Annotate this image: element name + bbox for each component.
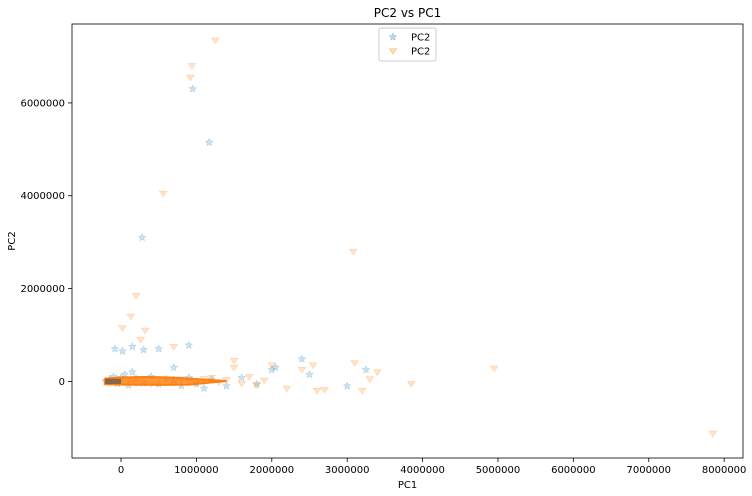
data-point (118, 346, 127, 356)
data-point (308, 362, 318, 370)
data-point (229, 364, 239, 372)
x-tick-label: 5000000 (476, 465, 521, 476)
data-point (342, 381, 352, 390)
data-point (237, 381, 247, 388)
x-tick-label: 0 (118, 465, 124, 476)
y-axis: 0 2000000 4000000 6000000 (20, 98, 72, 388)
data-point (158, 190, 168, 198)
dense-point-cluster (104, 376, 227, 386)
data-point (244, 374, 254, 381)
y-tick-label: 2000000 (20, 284, 65, 295)
data-point (188, 84, 198, 93)
data-point (120, 369, 130, 379)
data-point (406, 381, 416, 388)
x-tick-label: 3000000 (325, 465, 370, 476)
x-tick-label: 8000000 (702, 465, 747, 476)
plot-area (71, 23, 744, 459)
data-point (357, 388, 367, 395)
data-point (350, 360, 360, 367)
legend-marker (388, 32, 398, 41)
data-point (489, 365, 499, 373)
legend-box (378, 27, 437, 62)
data-point (204, 137, 214, 147)
data-point (118, 325, 127, 333)
data-marks (101, 37, 718, 438)
data-point (169, 362, 179, 372)
data-point (320, 387, 330, 394)
data-point (187, 63, 197, 70)
data-point (199, 383, 209, 393)
data-point (271, 362, 280, 372)
data-point (252, 382, 262, 390)
data-point (365, 376, 375, 384)
data-point (169, 343, 179, 351)
data-point (210, 37, 220, 45)
data-point (185, 74, 195, 82)
x-tick-label: 6000000 (551, 465, 596, 476)
x-axis-label: PC1 (398, 480, 417, 491)
data-point (229, 357, 239, 365)
data-point (348, 248, 358, 256)
legend-entry-label: PC2 (411, 33, 430, 44)
data-point (131, 292, 141, 300)
data-point (297, 367, 307, 374)
y-axis-label: PC2 (7, 231, 18, 250)
legend-marker (388, 48, 398, 56)
y-tick-label: 0 (59, 377, 65, 388)
data-point (207, 375, 216, 382)
dense-core-cluster (105, 378, 122, 384)
chart-title: PC2 vs PC1 (374, 6, 441, 20)
data-point (267, 365, 277, 374)
x-tick-label: 4000000 (400, 465, 445, 476)
data-point (252, 379, 262, 388)
data-point (361, 365, 371, 374)
data-point (184, 340, 194, 349)
data-point (154, 344, 164, 353)
data-point (136, 336, 146, 344)
data-point (267, 362, 277, 370)
y-tick-label: 6000000 (20, 98, 65, 109)
data-point (222, 381, 231, 390)
data-point (140, 327, 150, 335)
x-tick-label: 2000000 (250, 465, 295, 476)
x-tick-label: 1000000 (174, 465, 219, 476)
data-point (259, 377, 269, 385)
legend-entry-label: PC2 (411, 47, 430, 58)
data-point (372, 369, 382, 377)
data-point (708, 430, 718, 438)
data-point (305, 369, 314, 379)
x-axis: 0 1000000 2000000 3000000 4000000 5000000 6000… (118, 458, 747, 476)
data-point (127, 367, 137, 376)
data-point (139, 345, 149, 354)
data-point (110, 344, 120, 353)
data-point (297, 354, 307, 363)
y-tick-label: 4000000 (20, 191, 65, 202)
data-point (137, 232, 147, 242)
data-point (312, 388, 322, 395)
data-point (127, 341, 137, 351)
x-tick-label: 7000000 (626, 465, 671, 476)
data-point (237, 373, 247, 382)
data-point (126, 313, 136, 321)
data-point (282, 385, 292, 393)
